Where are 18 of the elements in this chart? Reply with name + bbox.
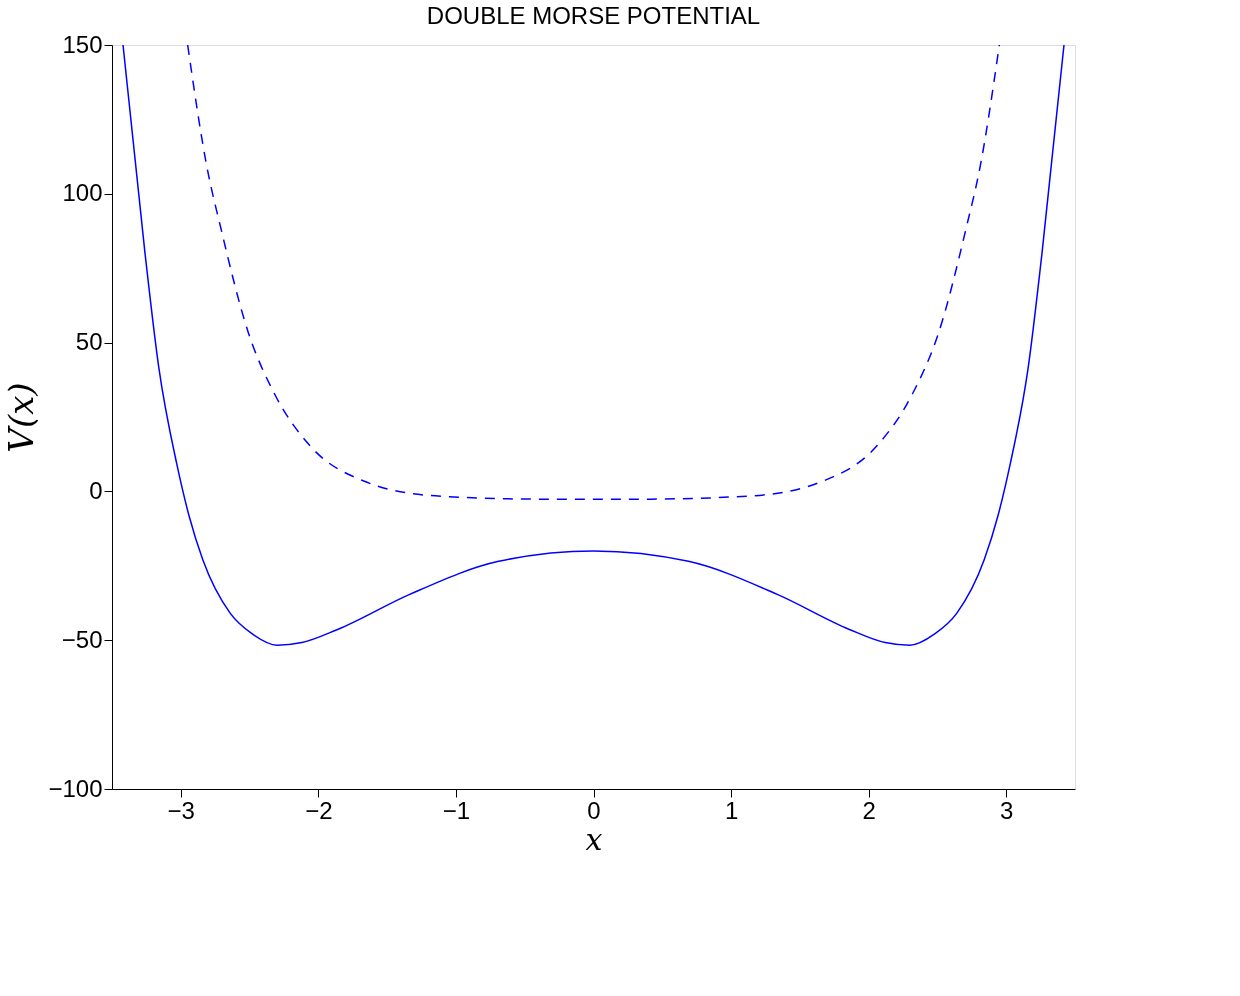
y-tick-label: 100 (62, 179, 103, 207)
x-tick-label: −1 (442, 796, 471, 824)
chart-title: DOUBLE MORSE POTENTIAL (426, 2, 761, 29)
line-series (186, 45, 1001, 500)
y-axis-title: V(x) (1, 382, 42, 453)
y-tick-label: 150 (62, 30, 103, 58)
x-tick-label: 2 (862, 796, 876, 824)
y-tick-label: 50 (75, 328, 103, 356)
x-tick-label: −2 (305, 796, 333, 824)
x-tick-label: 0 (587, 796, 601, 824)
line-series (122, 45, 1065, 647)
x-tick-label: −3 (167, 796, 195, 824)
x-tick-label: 3 (1000, 796, 1014, 824)
x-axis-title: x (585, 821, 603, 857)
y-tick-label: −100 (48, 774, 103, 802)
x-tick-label: 1 (724, 796, 739, 824)
y-tick-label: −50 (61, 625, 103, 653)
y-tick-label: 0 (89, 476, 103, 504)
